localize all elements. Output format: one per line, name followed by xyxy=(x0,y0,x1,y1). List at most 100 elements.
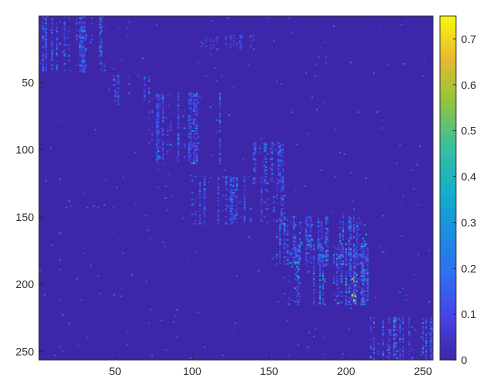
heatmap-cell xyxy=(356,233,358,236)
heatmap-cell xyxy=(349,171,352,174)
heatmap-cell xyxy=(336,252,338,255)
heatmap-cell xyxy=(356,280,358,283)
heatmap-cell xyxy=(79,21,81,23)
heatmap-cell xyxy=(348,288,351,291)
heatmap-cell xyxy=(354,280,357,283)
heatmap-cell xyxy=(236,214,238,217)
heatmap-cell xyxy=(46,16,49,18)
heatmap-cell xyxy=(322,275,324,277)
heatmap-cell xyxy=(322,290,324,292)
heatmap-cell xyxy=(345,259,348,261)
heatmap-cell xyxy=(157,154,160,156)
heatmap-cell xyxy=(309,235,312,237)
heatmap-cell xyxy=(325,241,328,244)
heatmap-cell xyxy=(292,247,295,249)
heatmap-cell xyxy=(169,93,172,96)
heatmap-cell xyxy=(286,225,289,228)
heatmap-cell xyxy=(392,323,395,326)
heatmap-cell xyxy=(336,276,338,279)
heatmap-cell xyxy=(219,130,221,132)
heatmap-cell xyxy=(232,194,235,197)
heatmap-cell xyxy=(394,333,397,335)
heatmap-cell xyxy=(392,322,395,324)
heatmap-cell xyxy=(342,229,344,232)
heatmap-cell xyxy=(342,221,344,224)
heatmap-cell xyxy=(425,345,428,347)
heatmap-cell xyxy=(349,286,352,288)
heatmap-cell xyxy=(85,34,87,37)
heatmap-cell xyxy=(114,89,117,92)
heatmap-cell xyxy=(199,222,201,225)
heatmap-cell xyxy=(277,182,280,185)
heatmap-cell xyxy=(352,271,355,273)
heatmap-cell xyxy=(79,17,81,19)
heatmap-cell xyxy=(159,93,161,96)
heatmap-cell xyxy=(266,208,269,210)
heatmap-cell xyxy=(309,237,312,240)
heatmap-cell xyxy=(305,236,308,238)
heatmap-cell xyxy=(100,63,103,65)
heatmap-cell xyxy=(199,182,201,185)
heatmap-cell xyxy=(117,81,120,84)
heatmap-cell xyxy=(177,123,180,126)
heatmap-cell xyxy=(236,188,238,190)
heatmap-cell xyxy=(169,122,172,124)
heatmap-cell xyxy=(243,194,246,197)
heatmap-cell xyxy=(271,257,274,260)
heatmap-cell xyxy=(177,146,180,148)
heatmap-cell xyxy=(45,29,47,32)
heatmap-cell xyxy=(411,358,414,360)
heatmap-cell xyxy=(282,179,284,182)
heatmap-cell xyxy=(189,119,192,122)
heatmap-cell xyxy=(279,163,281,166)
heatmap-cell xyxy=(145,280,147,283)
heatmap-cell xyxy=(296,249,298,252)
heatmap-cell xyxy=(155,124,158,127)
heatmap-cell xyxy=(332,245,335,248)
heatmap-cell xyxy=(348,231,351,233)
heatmap-cell xyxy=(166,209,169,212)
heatmap-cell xyxy=(177,154,180,156)
heatmap-cell xyxy=(271,149,274,151)
heatmap-cell xyxy=(279,251,281,253)
heatmap-cell xyxy=(79,45,81,48)
heatmap-cell xyxy=(279,218,281,221)
heatmap-cell xyxy=(422,345,425,347)
heatmap-cell xyxy=(80,28,83,30)
heatmap-cell xyxy=(296,279,298,281)
heatmap-cell xyxy=(388,354,391,357)
heatmap-cell xyxy=(308,244,311,247)
heatmap-cell xyxy=(225,222,228,225)
heatmap-cell xyxy=(382,333,384,335)
heatmap-cell xyxy=(299,247,301,249)
heatmap-cell xyxy=(292,225,295,228)
heatmap-cell xyxy=(219,159,221,162)
heatmap-cell xyxy=(282,167,284,170)
heatmap-cell xyxy=(117,80,120,83)
heatmap-cell xyxy=(334,299,337,302)
heatmap-cell xyxy=(225,208,228,210)
heatmap-cell xyxy=(189,107,192,109)
heatmap-cell xyxy=(289,216,292,218)
heatmap-cell xyxy=(277,169,280,171)
heatmap-cell xyxy=(229,204,232,206)
heatmap-cell xyxy=(226,198,229,201)
heatmap-cell xyxy=(282,169,284,171)
heatmap-cell xyxy=(280,194,283,197)
heatmap-cell xyxy=(282,147,284,150)
heatmap-cell xyxy=(286,256,289,259)
heatmap-cell xyxy=(319,264,321,267)
heatmap-cell xyxy=(42,67,44,69)
heatmap-cell xyxy=(79,44,81,46)
heatmap-cell xyxy=(82,36,84,38)
heatmap-cell xyxy=(282,182,284,185)
heatmap-cell xyxy=(360,265,363,268)
heatmap-cell xyxy=(399,329,401,331)
heatmap-cell xyxy=(68,322,71,324)
heatmap-cell xyxy=(325,253,328,256)
heatmap-cell xyxy=(352,249,355,252)
heatmap-cell xyxy=(271,177,274,179)
heatmap-cell xyxy=(292,259,295,261)
heatmap-cell xyxy=(85,65,87,68)
heatmap-cell xyxy=(392,353,395,355)
